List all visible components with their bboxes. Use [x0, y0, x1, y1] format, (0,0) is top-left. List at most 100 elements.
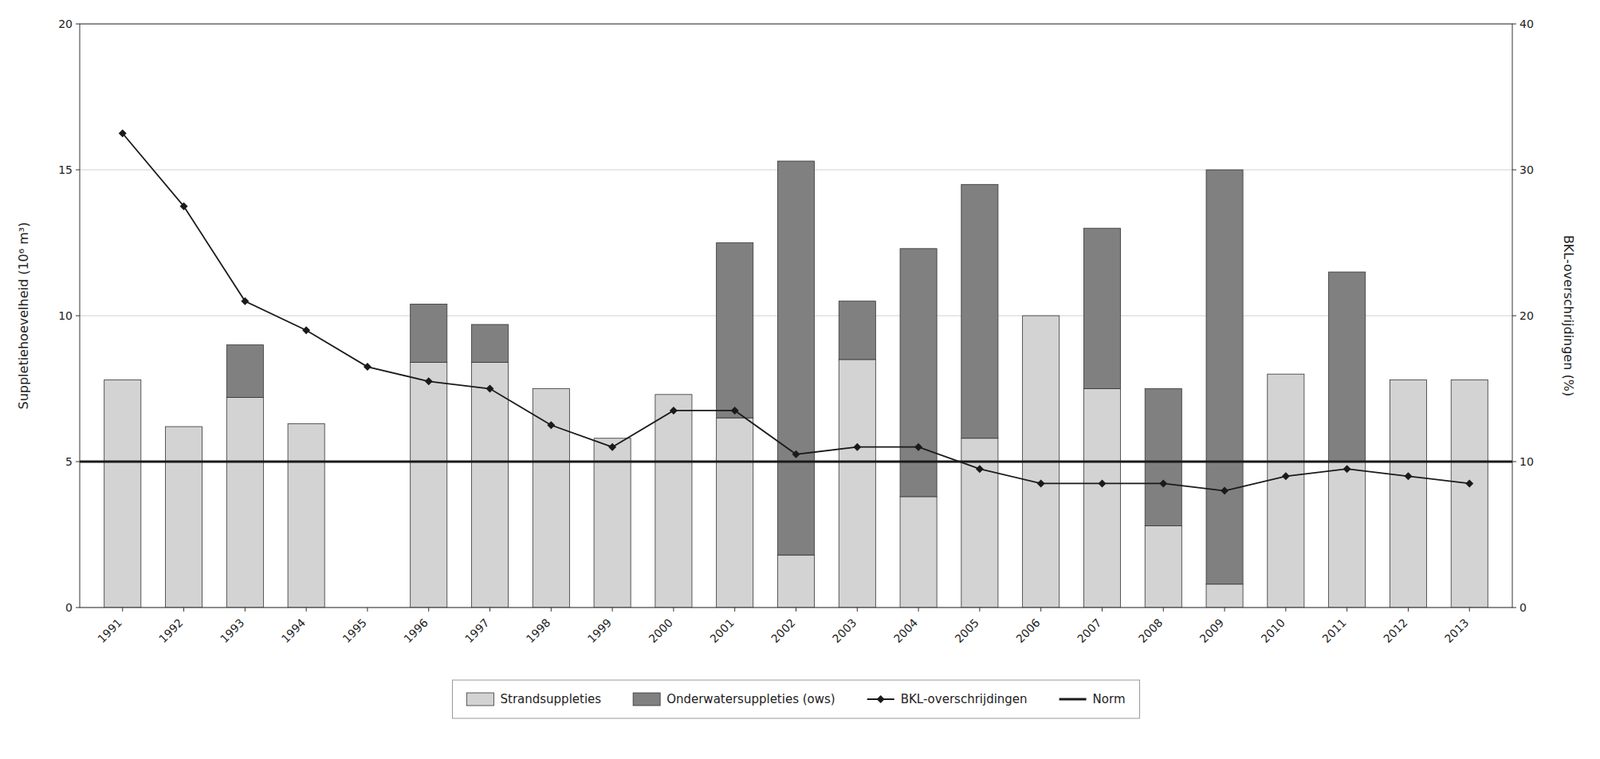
tick	[489, 607, 491, 612]
marker	[914, 443, 923, 452]
tick-label: 2000	[646, 616, 677, 646]
marker	[1159, 479, 1168, 488]
marker	[486, 385, 495, 394]
tick	[1163, 607, 1164, 612]
tick-label: 1996	[400, 616, 431, 646]
tick-label: 30	[1519, 163, 1534, 177]
bar	[900, 248, 937, 497]
tick	[1512, 607, 1517, 609]
tick-label: 1992	[156, 616, 186, 646]
marker	[546, 420, 555, 429]
tick	[75, 169, 80, 171]
tick-label: 10	[58, 309, 73, 323]
tick	[428, 607, 429, 612]
tick	[75, 23, 80, 25]
bar	[532, 389, 570, 609]
tick-label: 20	[1519, 309, 1534, 323]
legend-label: Norm	[1092, 691, 1126, 707]
bar	[104, 380, 142, 608]
tick	[75, 315, 80, 317]
tick	[1040, 607, 1042, 612]
tick	[366, 607, 368, 612]
tick	[1101, 607, 1103, 612]
tick-label: 2006	[1013, 616, 1043, 646]
legend-item: Norm	[1059, 691, 1126, 707]
tick	[1285, 607, 1286, 612]
bar	[1083, 389, 1121, 609]
tick-label: 1994	[279, 616, 309, 646]
bar	[1206, 169, 1243, 585]
bar	[777, 554, 814, 608]
marker	[240, 297, 249, 306]
axis-label: BKL-overschrijdingen (%)	[1560, 235, 1577, 397]
legend-item: Strandsuppleties	[466, 691, 602, 707]
legend: Strandsuppleties Onderwatersuppleties (ow…	[452, 680, 1140, 719]
legend-item: Onderwatersuppleties (ows)	[632, 691, 836, 707]
bar	[165, 426, 203, 428]
bar	[1267, 373, 1305, 375]
tick-label: 40	[1519, 17, 1534, 31]
line	[122, 133, 1470, 491]
marker	[792, 450, 801, 459]
plot-frame	[79, 23, 1513, 608]
bar	[1267, 373, 1305, 608]
bar	[471, 362, 508, 608]
marker	[608, 443, 617, 452]
bar	[1083, 228, 1121, 389]
bar	[410, 303, 448, 362]
tick	[612, 607, 614, 612]
tick	[1224, 607, 1226, 612]
tick	[550, 607, 552, 612]
legend-swatch	[466, 692, 494, 706]
tick	[121, 607, 123, 612]
tick	[1512, 23, 1517, 25]
bar-series	[226, 161, 1365, 585]
legend-swatch	[1059, 698, 1087, 701]
tick-label: 2004	[891, 616, 921, 646]
bar	[655, 393, 692, 395]
tick-label: 1995	[340, 616, 370, 646]
tick	[244, 607, 246, 612]
tick-label: 2011	[1319, 616, 1349, 646]
norm-line	[79, 460, 1513, 464]
bar	[165, 426, 203, 608]
marker	[118, 129, 127, 138]
tick-label: 1991	[94, 616, 125, 646]
bar	[593, 438, 631, 608]
bar	[838, 359, 876, 608]
tick	[1346, 607, 1348, 612]
bar	[1022, 315, 1060, 317]
tick-label: 0	[65, 601, 73, 614]
tick	[75, 607, 80, 609]
tick-label: 1997	[462, 616, 492, 646]
bar	[532, 388, 570, 390]
marker	[1097, 479, 1106, 488]
tick-label: 2001	[707, 616, 737, 646]
legend-item: BKL-overschrijdingen	[867, 691, 1028, 707]
bar	[777, 161, 814, 555]
tick-label: 1993	[217, 616, 248, 646]
bar	[716, 417, 754, 608]
tick	[306, 607, 307, 612]
marker	[669, 406, 678, 415]
line-series	[118, 129, 1474, 495]
tick	[1512, 461, 1517, 463]
tick	[672, 607, 674, 612]
marker	[1220, 487, 1229, 496]
tick	[1469, 607, 1471, 612]
tick-label: 2008	[1136, 616, 1166, 646]
tick-label: 0	[1519, 601, 1527, 614]
bar	[226, 345, 264, 398]
marker	[1281, 471, 1290, 480]
bar	[900, 496, 937, 608]
bar	[1450, 379, 1488, 381]
bar	[1144, 389, 1182, 527]
bar	[104, 379, 142, 381]
marker	[1343, 464, 1352, 473]
bar	[1328, 461, 1366, 608]
bar	[1328, 271, 1366, 462]
axis-label: Suppletiehoevelheid (10⁶ m³)	[15, 221, 32, 409]
marker	[1403, 471, 1412, 480]
tick-label: 2013	[1442, 616, 1472, 646]
marker	[975, 464, 984, 473]
